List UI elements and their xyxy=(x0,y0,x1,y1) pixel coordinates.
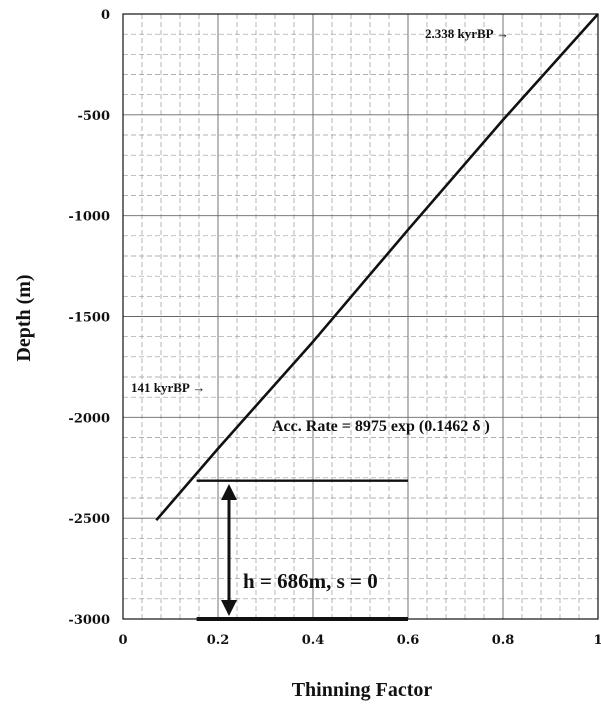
x-axis-title: Thinning Factor xyxy=(292,679,433,701)
x-tick-label: 0.2 xyxy=(207,633,230,648)
y-axis-title: Depth (m) xyxy=(13,274,35,361)
formula-annotation: Acc. Rate = 8975 exp (0.1462 δ ) xyxy=(272,418,490,435)
thinning-factor-series-line xyxy=(155,13,599,522)
y-tick-label: -2500 xyxy=(68,512,110,527)
reference-lines xyxy=(196,479,408,621)
x-tick-label: 0.4 xyxy=(302,633,325,648)
y-tick-label: 0 xyxy=(101,8,110,23)
x-tick-label: 0.6 xyxy=(397,633,420,648)
thickness-double-arrow xyxy=(221,484,237,616)
y-tick-label: -1000 xyxy=(68,210,110,225)
top-age-annotation: 2.338 kyrBP → xyxy=(425,26,509,41)
series-group xyxy=(155,13,599,522)
y-tick-label: -3000 xyxy=(68,613,110,628)
thickness-annotation: h = 686m, s = 0 xyxy=(243,569,378,593)
x-tick-label: 0 xyxy=(118,633,127,648)
y-tick-label: -500 xyxy=(77,109,110,124)
y-tick-label: -2000 xyxy=(68,411,110,426)
y-tick-label: -1500 xyxy=(68,311,110,326)
major-grid xyxy=(123,14,598,619)
x-tick-label: 0.8 xyxy=(492,633,515,648)
y-tick-labels: 0 -500 -1000 -1500 -2000 -2500 -3000 xyxy=(68,8,110,628)
x-tick-label: 1 xyxy=(593,633,601,648)
bottom-age-annotation: 141 kyrBP → xyxy=(131,380,205,395)
x-tick-labels: 0 0.2 0.4 0.6 0.8 1 xyxy=(118,633,601,648)
